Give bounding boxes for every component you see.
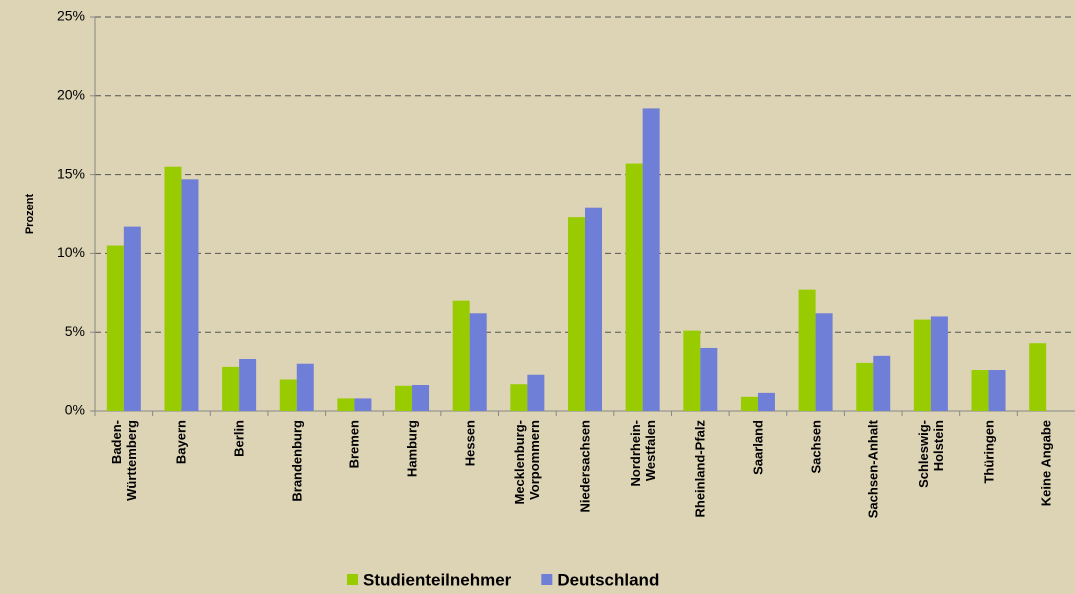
bar [164,166,182,411]
bar [527,374,545,411]
bar [106,245,124,411]
bar [930,316,948,411]
x-tick-label: Bayern [173,420,189,465]
bar [683,330,701,411]
x-tick-label: Thüringen [981,420,997,484]
legend-label: Deutschland [557,570,659,589]
bar [510,384,528,411]
bar [815,313,833,411]
y-tick-label: 20% [57,87,85,103]
bar [412,384,430,411]
bar [642,108,660,412]
x-tick-label: Brandenburg [289,420,305,502]
y-tick-label: 10% [57,244,85,260]
x-tick-label: Nordrhein- Westfalen [627,420,658,487]
bar [222,366,240,411]
bar [123,226,141,411]
x-tick-label: Saarland [750,420,766,475]
x-tick-label: Bremen [346,420,362,469]
bar [585,207,602,411]
bar [700,347,718,411]
legend-swatch [347,574,358,585]
y-tick-label: 15% [57,165,85,181]
bar [988,370,1006,411]
x-tick-label: Schleswig- Holstein [915,420,946,488]
x-tick-label: Hessen [462,420,478,467]
legend-swatch [541,574,553,585]
y-tick-label: 25% [57,8,85,24]
bar [568,217,585,411]
x-tick-label: Rheinland-Pfalz [692,420,708,518]
x-tick-label: Berlin [231,420,247,457]
x-tick-label: Keine Angabe [1038,420,1054,507]
y-tick-label: 0% [65,402,85,418]
bar [856,362,874,411]
bar [625,163,643,411]
bar [395,385,413,411]
bar [239,358,257,411]
bar [452,300,470,411]
bar [296,363,314,411]
bar [337,398,355,411]
bar [971,370,989,411]
x-tick-label: Baden- Württemberg [108,420,139,501]
bar [181,179,199,411]
bar [354,398,372,411]
x-tick-label: Sachsen [808,420,824,474]
y-tick-label: 5% [65,323,85,339]
x-tick-label: Sachsen-Anhalt [865,420,881,519]
x-tick-label: Hamburg [404,420,420,478]
bar [279,379,297,411]
bar [740,396,758,411]
bar [873,355,891,411]
legend-label: Studienteilnehmer [363,570,512,589]
x-tick-label: Niedersachsen [577,420,593,513]
bar [469,313,487,411]
bar [757,392,775,411]
x-tick-label: Mecklenburg- Vorpommern [512,420,543,505]
bar [1029,343,1047,411]
bar [798,289,816,411]
bar [913,319,931,411]
y-axis-label: Prozent [24,193,36,234]
